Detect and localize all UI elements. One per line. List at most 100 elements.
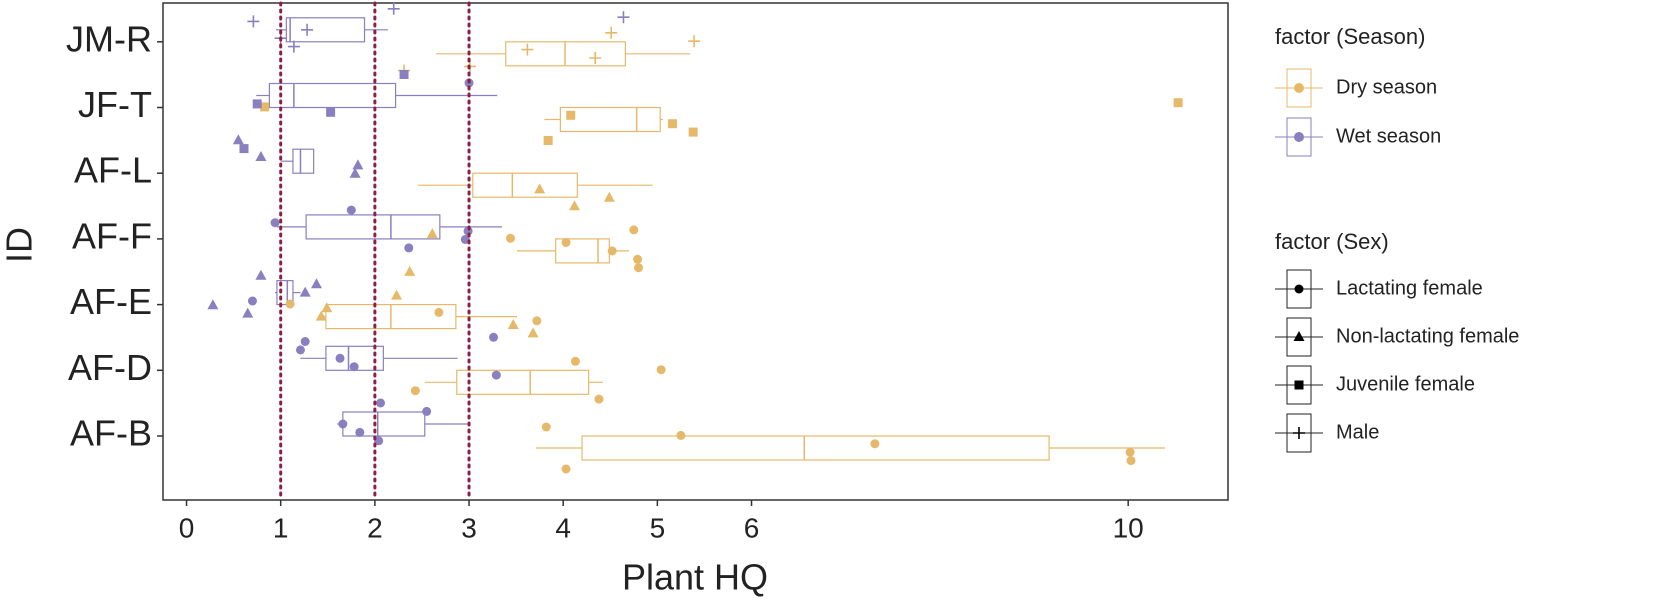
box (292, 148, 315, 174)
legend-key (1294, 284, 1304, 294)
point (532, 316, 542, 326)
point (299, 286, 311, 297)
point (507, 319, 519, 329)
point (688, 127, 698, 137)
legend-label: Dry season (1336, 76, 1437, 98)
legend-key (1293, 331, 1305, 341)
point (391, 289, 403, 300)
point (870, 439, 880, 449)
x-tick-label: 3 (461, 512, 477, 543)
legend-key (1293, 427, 1305, 439)
point (633, 254, 643, 264)
x-tick-label: 2 (367, 512, 383, 543)
point (207, 299, 219, 310)
legend-title: factor (Season) (1275, 24, 1425, 49)
legend-label: Non-lactating female (1336, 325, 1519, 347)
point (399, 70, 409, 79)
point (426, 228, 438, 239)
point (594, 394, 604, 404)
box (456, 369, 590, 395)
x-tick-label: 1 (273, 512, 289, 543)
point (422, 406, 432, 416)
point (491, 370, 501, 380)
point (566, 110, 576, 120)
point (561, 238, 571, 247)
point (335, 353, 345, 363)
legend-key (1294, 132, 1304, 142)
point (301, 23, 314, 36)
point (527, 327, 539, 338)
point (568, 200, 580, 211)
x-tick-label: 0 (179, 512, 195, 543)
point (287, 40, 300, 53)
point (561, 464, 571, 474)
box (305, 214, 441, 240)
point (634, 263, 644, 273)
point (404, 243, 414, 253)
legend-label: Wet season (1336, 125, 1441, 147)
point (232, 134, 244, 145)
point (260, 102, 270, 112)
point (1125, 447, 1135, 457)
box (472, 172, 578, 198)
point (326, 107, 336, 117)
point (295, 345, 305, 355)
point (603, 191, 615, 202)
point (629, 225, 639, 235)
legend-label: Juvenile female (1336, 373, 1475, 395)
point (355, 427, 365, 437)
x-axis-label: Plant HQ (622, 557, 768, 598)
point (247, 15, 260, 28)
box (268, 82, 397, 109)
point (404, 265, 416, 276)
point (543, 136, 553, 145)
point (255, 269, 267, 280)
point (349, 362, 359, 372)
point (310, 278, 322, 289)
point (656, 365, 666, 375)
point (315, 310, 327, 321)
point (676, 430, 686, 440)
box (285, 17, 366, 43)
point (605, 26, 618, 39)
point (434, 307, 444, 317)
point (255, 151, 267, 161)
y-tick-label: AF-D (68, 347, 152, 388)
point (667, 119, 677, 129)
point (607, 246, 617, 256)
point (489, 332, 499, 342)
box (342, 411, 426, 437)
box (581, 435, 1050, 461)
y-tick-label: AF-B (70, 413, 152, 454)
point (252, 99, 262, 109)
legend-label: Male (1336, 421, 1379, 443)
point (270, 218, 280, 228)
y-tick-label: AF-L (74, 150, 152, 191)
y-tick-label: AF-E (70, 281, 152, 322)
point (589, 52, 602, 64)
point (242, 307, 254, 318)
point (349, 167, 361, 178)
point (410, 386, 420, 396)
point (285, 299, 295, 309)
point (346, 205, 356, 215)
point (1126, 456, 1136, 466)
point (534, 183, 546, 194)
legend-label: Lactating female (1336, 277, 1483, 299)
point (505, 233, 515, 243)
y-tick-label: JM-R (66, 18, 152, 59)
point (338, 419, 348, 429)
point (1173, 98, 1183, 108)
box (559, 106, 661, 133)
point (570, 356, 580, 366)
x-tick-label: 5 (650, 512, 666, 543)
panel (162, 2, 1229, 501)
legend-key (1294, 380, 1304, 390)
x-tick-label: 6 (744, 512, 760, 543)
x-tick-label: 10 (1113, 512, 1144, 543)
point (352, 159, 364, 170)
point (541, 422, 551, 432)
point (376, 398, 386, 408)
point (300, 337, 310, 346)
